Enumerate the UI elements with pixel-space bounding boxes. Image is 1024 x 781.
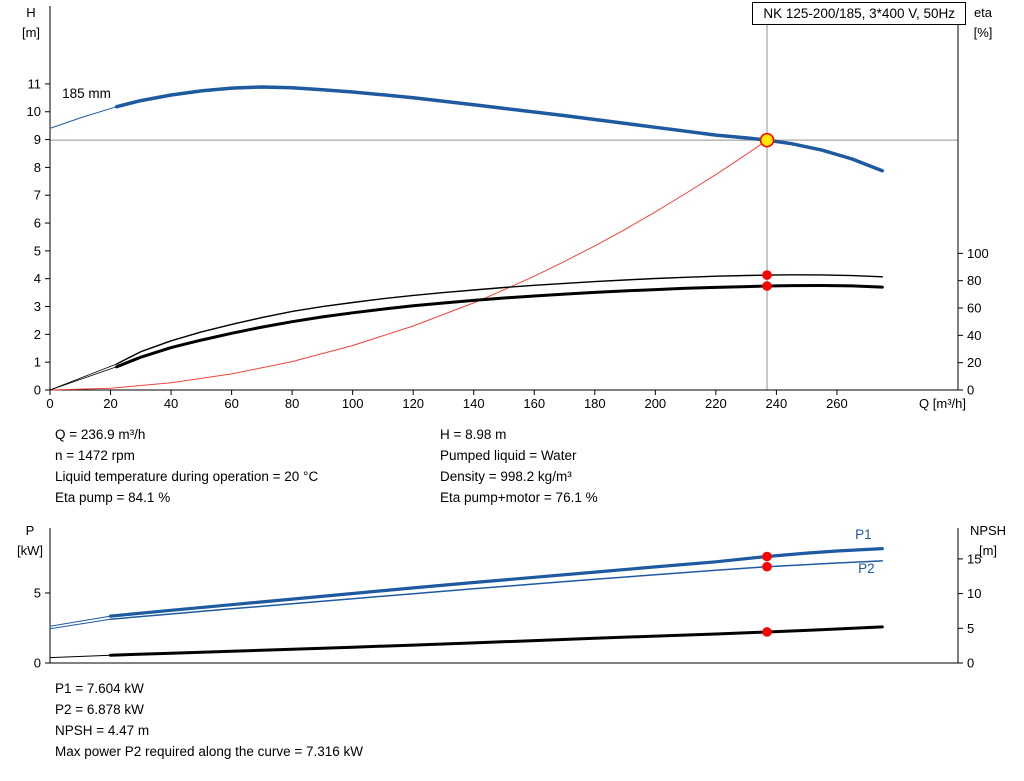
detail-p2: P2 = 6.878 kW bbox=[55, 702, 144, 717]
detail-head: H = 8.98 m bbox=[440, 427, 507, 442]
svg-text:eta: eta bbox=[974, 5, 993, 20]
svg-text:[m]: [m] bbox=[22, 25, 40, 40]
p2-lead bbox=[49, 618, 111, 630]
svg-text:[kW]: [kW] bbox=[17, 543, 43, 558]
detail-flow: Q = 236.9 m³/h bbox=[55, 427, 146, 442]
svg-text:20: 20 bbox=[103, 396, 117, 411]
svg-text:100: 100 bbox=[967, 246, 989, 261]
svg-text:15: 15 bbox=[967, 551, 981, 566]
head-curve-lead bbox=[49, 106, 118, 129]
svg-text:80: 80 bbox=[285, 396, 299, 411]
svg-text:40: 40 bbox=[967, 328, 981, 343]
svg-text:60: 60 bbox=[224, 396, 238, 411]
svg-text:5: 5 bbox=[34, 585, 41, 600]
eta-pump-lead bbox=[49, 363, 117, 391]
hq-eta-chart: 0 20 40 60 80 100 120 140 160 180 200 220 240 2600123… bbox=[22, 5, 993, 411]
detail-max-power: Max power P2 required along the curve = … bbox=[55, 744, 364, 759]
svg-text:10: 10 bbox=[967, 586, 981, 601]
curve-label: P1 bbox=[855, 527, 872, 542]
svg-text:3: 3 bbox=[34, 299, 41, 314]
svg-text:Q [m³/h]: Q [m³/h] bbox=[919, 396, 966, 411]
svg-text:60: 60 bbox=[967, 301, 981, 316]
npsh-curve bbox=[109, 625, 884, 657]
svg-text:H: H bbox=[26, 5, 35, 20]
svg-text:260: 260 bbox=[826, 396, 848, 411]
svg-text:80: 80 bbox=[967, 273, 981, 288]
p1-lead bbox=[49, 615, 111, 627]
operating-details-left-column: Q = 236.9 m³/h n = 1472 rpm Liquid tempe… bbox=[55, 424, 318, 505]
svg-text:5: 5 bbox=[967, 621, 974, 636]
svg-text:0: 0 bbox=[46, 396, 53, 411]
svg-text:140: 140 bbox=[463, 396, 485, 411]
p2-curve bbox=[109, 560, 884, 620]
svg-text:4: 4 bbox=[34, 271, 41, 286]
detail-temperature: Liquid temperature during operation = 20… bbox=[55, 469, 319, 484]
detail-npsh: NPSH = 4.47 m bbox=[55, 723, 150, 738]
svg-text:0: 0 bbox=[34, 656, 41, 671]
operating-point-details: Q = 236.9 m³/h n = 1472 rpm Liquid tempe… bbox=[0, 424, 1024, 514]
eta-pump-point bbox=[762, 270, 772, 280]
npsh-point bbox=[762, 627, 772, 637]
svg-text:220: 220 bbox=[705, 396, 727, 411]
curve-label: P2 bbox=[858, 561, 875, 576]
duty-point bbox=[759, 132, 775, 148]
p1-curve bbox=[108, 547, 884, 618]
svg-text:[m]: [m] bbox=[979, 543, 997, 558]
eta-pump-motor-point bbox=[762, 281, 772, 291]
npsh-lead bbox=[49, 654, 111, 659]
svg-text:NPSH: NPSH bbox=[970, 523, 1006, 538]
svg-text:120: 120 bbox=[402, 396, 424, 411]
svg-text:10: 10 bbox=[27, 104, 41, 119]
power-npsh-chart: 0 5 0 5 10 15 P [kW] NPSH [m] P1 P2 bbox=[17, 523, 1006, 671]
eta-pump-curve bbox=[115, 274, 883, 365]
pump-title-box: NK 125-200/185, 3*400 V, 50Hz bbox=[752, 2, 966, 25]
svg-text:240: 240 bbox=[766, 396, 788, 411]
svg-text:200: 200 bbox=[644, 396, 666, 411]
curve-label: 185 mm bbox=[62, 86, 111, 101]
svg-text:11: 11 bbox=[28, 76, 42, 91]
svg-text:20: 20 bbox=[967, 355, 981, 370]
detail-p1: P1 = 7.604 kW bbox=[55, 681, 144, 696]
svg-text:5: 5 bbox=[34, 243, 41, 258]
p2-point bbox=[762, 561, 772, 572]
svg-text:P: P bbox=[26, 523, 35, 538]
svg-text:0: 0 bbox=[967, 656, 974, 671]
svg-text:1: 1 bbox=[34, 355, 41, 370]
svg-text:[%]: [%] bbox=[974, 25, 993, 40]
system-curve bbox=[49, 139, 768, 391]
detail-eta-pump-motor: Eta pump+motor = 76.1 % bbox=[440, 490, 598, 505]
operating-details-right-column: H = 8.98 m Pumped liquid = Water Density… bbox=[440, 424, 598, 505]
svg-text:160: 160 bbox=[523, 396, 545, 411]
svg-text:2: 2 bbox=[34, 327, 41, 342]
eta-pump-motor-lead bbox=[49, 366, 117, 391]
power-details: P1 = 7.604 kW P2 = 6.878 kW NPSH = 4.47 … bbox=[55, 678, 363, 762]
svg-text:180: 180 bbox=[584, 396, 606, 411]
svg-text:7: 7 bbox=[34, 188, 41, 203]
svg-text:100: 100 bbox=[342, 396, 364, 411]
svg-text:0: 0 bbox=[967, 383, 974, 398]
detail-density: Density = 998.2 kg/m³ bbox=[440, 469, 572, 484]
svg-text:8: 8 bbox=[34, 160, 41, 175]
detail-speed: n = 1472 rpm bbox=[55, 448, 135, 463]
eta-pump-motor-curve bbox=[115, 284, 884, 369]
svg-text:40: 40 bbox=[164, 396, 178, 411]
detail-eta-pump: Eta pump = 84.1 % bbox=[55, 490, 171, 505]
svg-text:0: 0 bbox=[34, 383, 41, 398]
svg-text:6: 6 bbox=[34, 216, 41, 231]
detail-liquid: Pumped liquid = Water bbox=[440, 448, 577, 463]
svg-text:9: 9 bbox=[34, 132, 41, 147]
p1-point bbox=[762, 551, 772, 562]
